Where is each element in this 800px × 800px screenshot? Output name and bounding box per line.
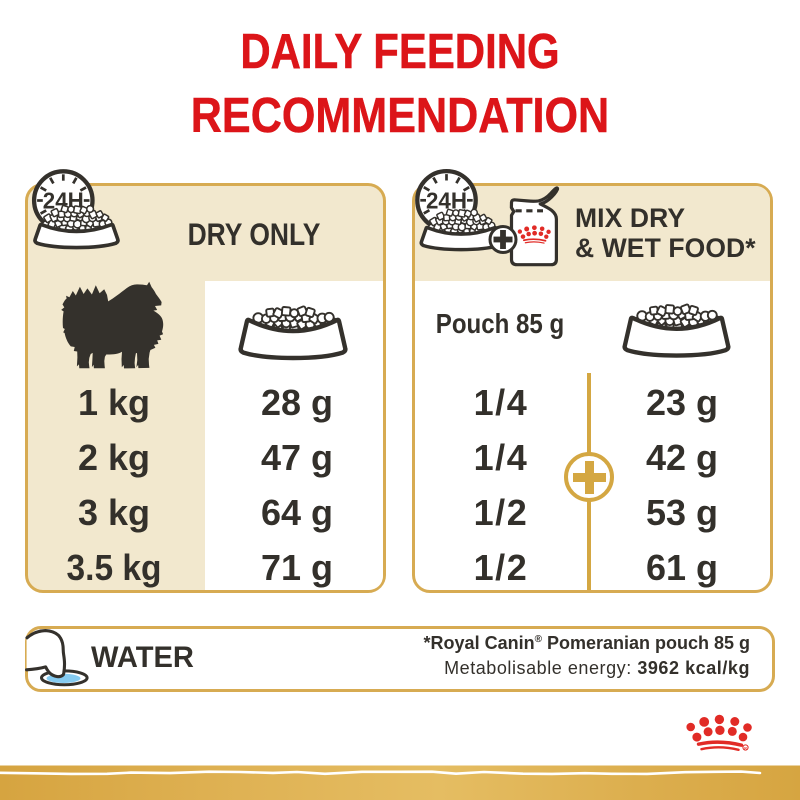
svg-text:R: R	[744, 746, 747, 750]
